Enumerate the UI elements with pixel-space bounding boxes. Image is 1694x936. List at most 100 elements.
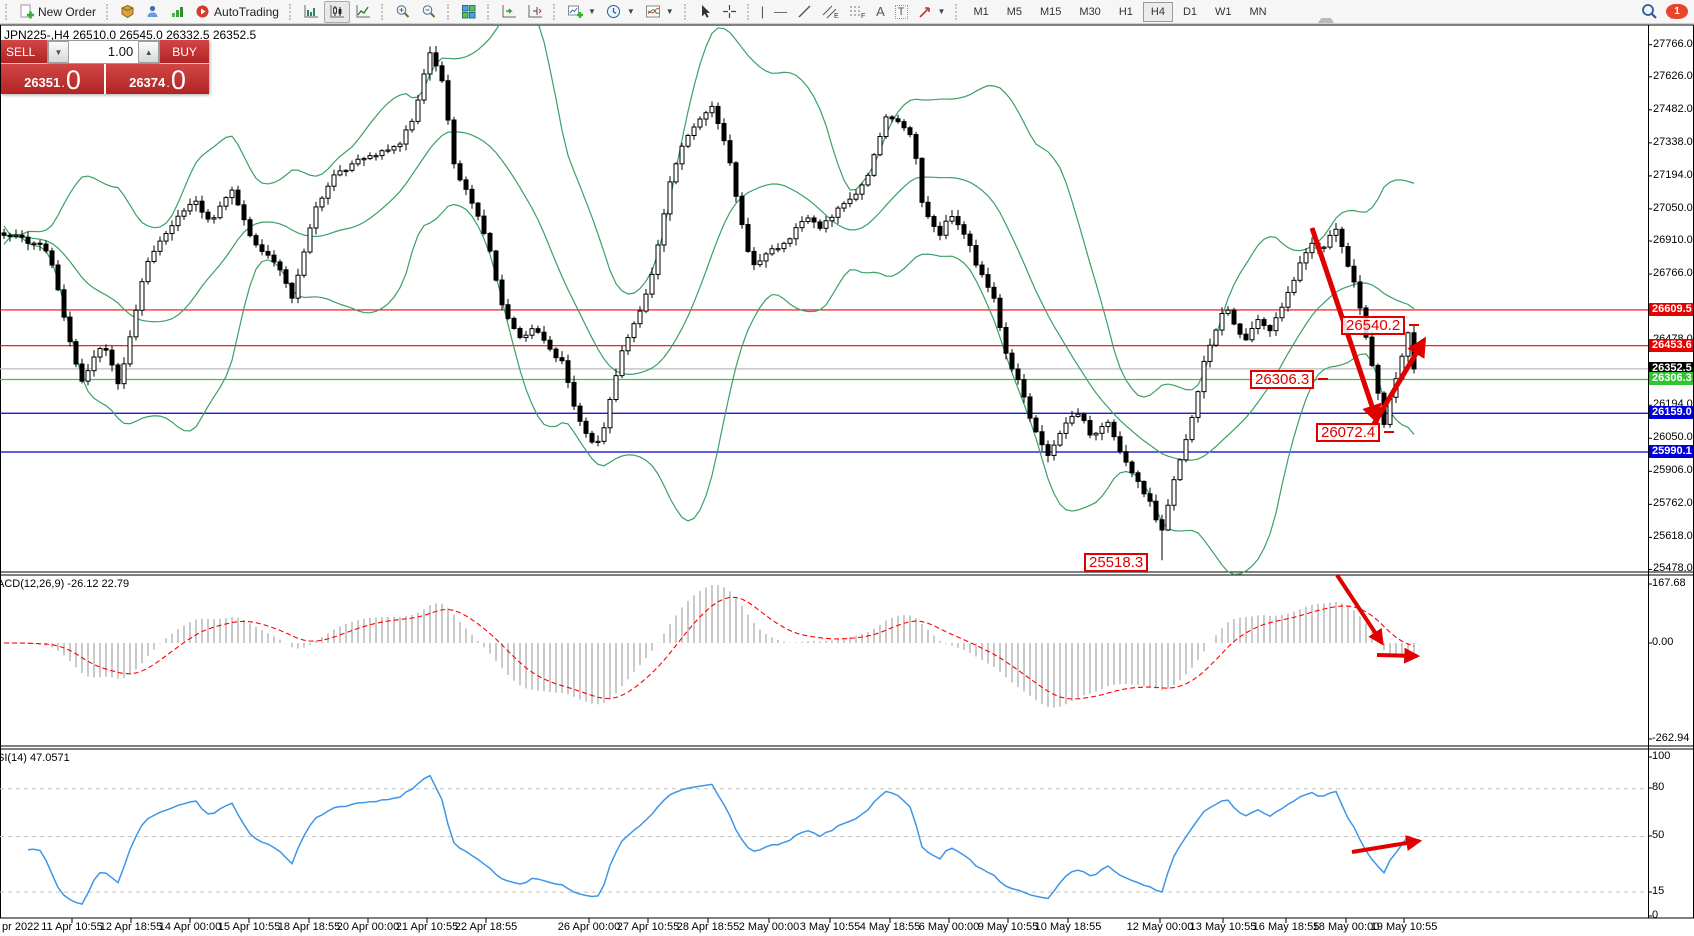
history-center-button[interactable] <box>115 1 140 23</box>
rsi-axis-tick: 50 <box>1652 829 1665 841</box>
arrows-tool-button[interactable]: ▼ <box>913 1 951 23</box>
chart-shift-button[interactable] <box>522 1 548 23</box>
horizontal-line-icon: — <box>774 4 788 19</box>
new-order-icon <box>20 4 34 19</box>
date-axis-label: 12 May 00:00 <box>1126 921 1194 933</box>
chevron-down-icon: ▼ <box>937 7 946 16</box>
chart-frame <box>0 24 1694 923</box>
zoom-out-icon <box>422 5 436 18</box>
channel-icon: E <box>822 5 839 19</box>
crosshair-tool-button[interactable] <box>717 1 742 23</box>
chevron-down-icon: ▼ <box>626 7 635 16</box>
sell-price-big-digit: 0 <box>65 65 81 95</box>
channel-tool-button[interactable]: E <box>817 1 844 23</box>
line-chart-mode-button[interactable] <box>350 1 376 23</box>
price-axis-tick: 27194.0 <box>1653 168 1693 181</box>
annotation-price-box[interactable]: 26072.4 <box>1316 423 1381 442</box>
fibonacci-icon: F <box>850 6 865 19</box>
timeframe-m5[interactable]: M5 <box>1006 5 1022 18</box>
chart-area[interactable]: JPN225-,H4 26510.0 26545.0 26332.5 26352… <box>0 18 1694 936</box>
svg-text:F: F <box>861 13 865 19</box>
fibonacci-tool-button[interactable]: F <box>844 1 871 23</box>
chart-ohlc-title: JPN225-,H4 26510.0 26545.0 26332.5 26352… <box>4 28 257 42</box>
price-chart-canvas[interactable] <box>0 24 1694 936</box>
sell-button[interactable]: SELL <box>1 40 47 64</box>
annotation-price-box[interactable]: 26306.3 <box>1250 370 1315 389</box>
date-axis-label: 9 May 10:55 <box>977 921 1039 933</box>
periods-button[interactable]: ▼ <box>601 1 640 23</box>
new-order-button[interactable]: New Order <box>14 1 101 23</box>
price-axis-tick: 27766.0 <box>1653 37 1693 50</box>
timeframe-m1[interactable]: M1 <box>973 5 989 18</box>
price-badge: 26609.5 <box>1649 302 1693 316</box>
notification-bubble-icon[interactable]: 1 <box>1666 4 1688 19</box>
new-chart-icon <box>567 5 583 18</box>
main-toolbar: New Order AutoTrading <box>0 0 1694 24</box>
buy-price[interactable]: 26374. 0 <box>106 64 209 94</box>
timeframe-w1[interactable]: W1 <box>1215 5 1232 18</box>
toolbar-right: 1 <box>1641 3 1688 20</box>
tile-windows-button[interactable] <box>456 1 482 23</box>
date-axis-label: 11 Apr 10:55 <box>41 921 103 933</box>
date-axis-label: 13 May 10:55 <box>1189 921 1257 933</box>
expert-advisors-button[interactable] <box>140 1 165 23</box>
pane-collapse-handle[interactable] <box>1318 18 1334 23</box>
autotrading-button[interactable]: AutoTrading <box>190 1 284 23</box>
volume-input[interactable]: 1.00 <box>68 41 139 63</box>
toolbar-grip[interactable] <box>5 3 9 20</box>
timeframe-m15[interactable]: M15 <box>1040 5 1062 18</box>
one-click-trading-panel: SELL ▼ 1.00 ▲ BUY 26351. 0 26374. 0 <box>1 40 209 94</box>
sell-price-dot: . <box>61 75 65 90</box>
sell-price[interactable]: 26351. 0 <box>1 64 104 94</box>
timeframe-h4[interactable]: H4 <box>1142 1 1173 22</box>
trendline-icon <box>798 5 811 18</box>
search-icon[interactable] <box>1641 3 1658 20</box>
bar-chart-mode-button[interactable] <box>298 1 324 23</box>
volume-decrease-button[interactable]: ▼ <box>47 41 69 63</box>
macd-axis-tick: -262.94 <box>1652 732 1690 744</box>
volume-stepper: ▼ 1.00 ▲ <box>46 40 161 64</box>
sell-label: SELL <box>6 44 36 59</box>
toolbar-grip <box>288 3 293 20</box>
text-tool-button[interactable]: A <box>871 1 890 23</box>
indicators-button[interactable]: ▼ <box>640 1 679 23</box>
auto-scroll-button[interactable] <box>496 1 522 23</box>
horizontal-line-tool-button[interactable]: — <box>769 1 792 23</box>
price-badge: 25990.1 <box>1649 445 1693 459</box>
date-axis-label: 20 Apr 00:00 <box>336 921 400 933</box>
crosshair-icon <box>722 5 736 18</box>
signals-button[interactable] <box>165 1 190 23</box>
timeframe-h1[interactable]: H1 <box>1118 5 1133 18</box>
annotation-price-box[interactable]: 26540.2 <box>1341 316 1406 335</box>
toolbar-grip <box>746 3 751 20</box>
volume-increase-button[interactable]: ▲ <box>138 41 160 63</box>
date-axis-label: 15 Apr 10:55 <box>217 921 281 933</box>
new-chart-button[interactable]: ▼ <box>562 1 601 23</box>
panel-divider <box>104 64 106 94</box>
zoom-out-button[interactable] <box>416 1 442 23</box>
autotrading-label: AutoTrading <box>214 4 279 19</box>
new-order-label: New Order <box>38 4 97 19</box>
date-axis-label: pr 2022 <box>2 921 40 933</box>
date-axis-label: 27 Apr 10:55 <box>616 921 680 933</box>
timeframe-d1[interactable]: D1 <box>1182 5 1197 18</box>
horizontal-levels[interactable] <box>0 309 1648 453</box>
label-icon: T <box>894 4 908 19</box>
timeframe-m30[interactable]: M30 <box>1079 5 1101 18</box>
vertical-line-tool-button[interactable]: | <box>756 1 769 23</box>
chevron-down-icon: ▼ <box>665 7 674 16</box>
cursor-tool-button[interactable] <box>693 1 717 23</box>
trendline-tool-button[interactable] <box>792 1 817 23</box>
toolbar-grip <box>552 3 557 20</box>
buy-button[interactable]: BUY <box>160 40 209 64</box>
label-tool-button[interactable]: T <box>890 1 913 23</box>
zoom-in-button[interactable] <box>390 1 416 23</box>
date-axis-label: 21 Apr 10:55 <box>395 921 459 933</box>
price-axis-tick: 26910.0 <box>1653 234 1693 247</box>
annotation-price-box[interactable]: 25518.3 <box>1084 553 1149 572</box>
price-badge: 26306.3 <box>1649 372 1693 386</box>
candlestick-mode-button[interactable] <box>323 0 350 23</box>
line-chart-icon <box>356 5 370 18</box>
timeframe-mn[interactable]: MN <box>1249 5 1267 18</box>
zoom-in-icon <box>396 5 410 18</box>
